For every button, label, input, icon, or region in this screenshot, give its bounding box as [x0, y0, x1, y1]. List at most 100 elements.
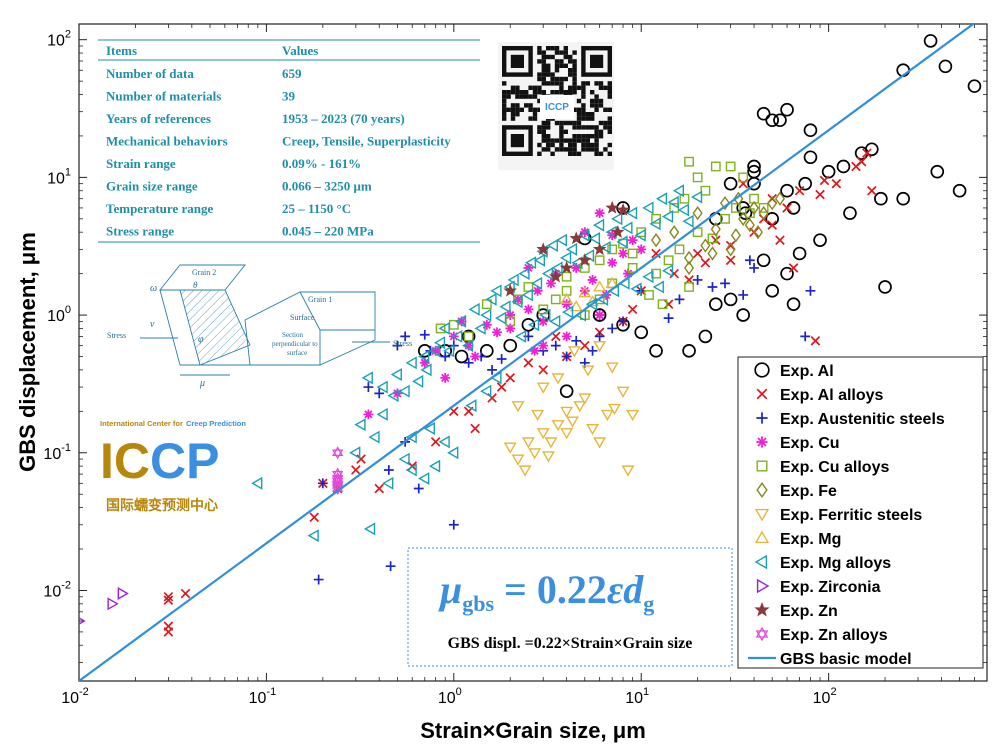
point-exp-ferritic-steels — [567, 346, 581, 358]
qr-module — [550, 138, 555, 143]
legend-marker-exp-zn-alloys — [755, 626, 769, 642]
legend-label-exp-zn-alloys: Exp. Zn alloys — [780, 627, 888, 644]
qr-module — [554, 90, 560, 95]
qr-module — [598, 81, 604, 86]
point-exp-mg-alloys — [616, 235, 628, 249]
table-cell-value: 39 — [282, 89, 296, 104]
qr-module — [572, 134, 577, 139]
qr-module — [559, 59, 564, 64]
qr-module — [568, 120, 573, 126]
qr-module — [559, 138, 564, 143]
qr-module — [546, 72, 551, 77]
qr-module — [554, 138, 560, 143]
qr-module — [532, 90, 538, 95]
point-exp-austenitic-steels — [738, 290, 749, 300]
qr-module — [541, 59, 546, 64]
qr-module — [550, 54, 555, 60]
point-exp-cu-alloys — [730, 203, 741, 213]
point-exp-austenitic-steels — [744, 255, 755, 266]
qr-module — [559, 81, 564, 86]
point-exp-al — [896, 191, 910, 206]
point-exp-mg-alloys — [495, 311, 507, 325]
qr-module — [603, 147, 608, 152]
qr-module — [515, 90, 520, 95]
point-exp-ferritic-steels — [581, 365, 595, 377]
point-exp-ferritic-steels — [573, 401, 587, 413]
qr-module — [594, 134, 599, 139]
point-exp-ferritic-steels — [593, 341, 607, 353]
qr-module — [559, 129, 564, 134]
label-omega: ω — [150, 283, 157, 294]
point-exp-al-alloys — [831, 178, 842, 189]
point-exp-al — [803, 123, 818, 138]
qr-module — [502, 103, 507, 108]
point-exp-ferritic-steels — [551, 373, 565, 385]
qr-module — [594, 147, 599, 152]
qr-module — [585, 147, 590, 152]
point-exp-zn — [569, 231, 583, 245]
point-exp-cu-alloys — [627, 248, 638, 259]
qr-module — [590, 142, 595, 148]
qr-module — [572, 68, 577, 73]
point-exp-al — [723, 176, 738, 191]
qr-module — [590, 116, 595, 121]
qr-module — [581, 103, 586, 108]
point-exp-mg-alloys — [585, 297, 598, 311]
qr-module — [546, 120, 551, 126]
point-exp-mg-alloys — [405, 463, 417, 477]
legend-label-exp-zn: Exp. Zn — [780, 603, 838, 620]
point-exp-mg-alloys — [428, 344, 441, 358]
point-exp-al — [765, 113, 780, 128]
point-exp-al — [649, 344, 663, 358]
point-exp-cu — [627, 235, 638, 246]
qr-module — [524, 90, 529, 95]
label-grain1: Grain 1 — [308, 295, 332, 304]
point-exp-cu-alloys — [644, 290, 654, 300]
qr-module — [537, 90, 542, 95]
point-exp-ferritic-steels — [600, 409, 614, 422]
qr-module — [528, 107, 533, 112]
point-exp-mg-alloys — [634, 228, 646, 242]
qr-module — [554, 76, 560, 82]
point-exp-cu — [636, 244, 647, 255]
qr-module — [607, 120, 612, 126]
point-exp-al — [780, 183, 794, 198]
point-exp-mg-alloys — [672, 184, 685, 198]
qr-module — [515, 103, 520, 108]
point-exp-mg-alloys — [655, 192, 668, 206]
qr-module — [515, 94, 520, 99]
qr-module — [559, 120, 564, 126]
point-exp-mg-alloys — [549, 314, 561, 328]
point-exp-mg-alloys — [592, 218, 605, 232]
point-exp-al-alloys — [580, 340, 590, 351]
point-exp-al — [756, 253, 771, 268]
point-exp-al-alloys — [725, 255, 736, 266]
point-exp-austenitic-steels — [487, 364, 497, 375]
formula-frame — [407, 547, 733, 667]
point-exp-fe — [684, 250, 695, 266]
qr-module — [572, 138, 577, 143]
qr-module — [576, 120, 582, 126]
qr-module — [554, 68, 560, 73]
point-exp-mg-alloys — [588, 232, 601, 245]
point-exp-zn-alloys-tri-a — [331, 446, 344, 457]
logo-tagline: International Center for Creep Prediction — [100, 419, 246, 428]
point-exp-cu-alloys — [561, 271, 572, 282]
qr-module — [568, 68, 573, 73]
qr-module — [563, 54, 568, 60]
qr-module — [576, 112, 582, 117]
qr-module — [572, 81, 577, 86]
qr-module — [572, 120, 577, 126]
qr-module — [581, 142, 586, 148]
point-exp-cu-alloys — [725, 161, 736, 172]
point-exp-al — [938, 59, 953, 74]
point-exp-mg-alloys — [364, 522, 376, 536]
legend-label-exp-fe: Exp. Fe — [780, 483, 837, 500]
point-exp-al — [480, 344, 494, 358]
point-exp-ferritic-steels — [605, 362, 619, 374]
point-exp-mg — [593, 280, 607, 292]
point-exp-ferritic-steels — [608, 403, 621, 416]
y-tick-label: 101 — [47, 166, 71, 187]
qr-module — [559, 134, 564, 139]
legend-label-exp-cu: Exp. Cu — [780, 435, 840, 452]
